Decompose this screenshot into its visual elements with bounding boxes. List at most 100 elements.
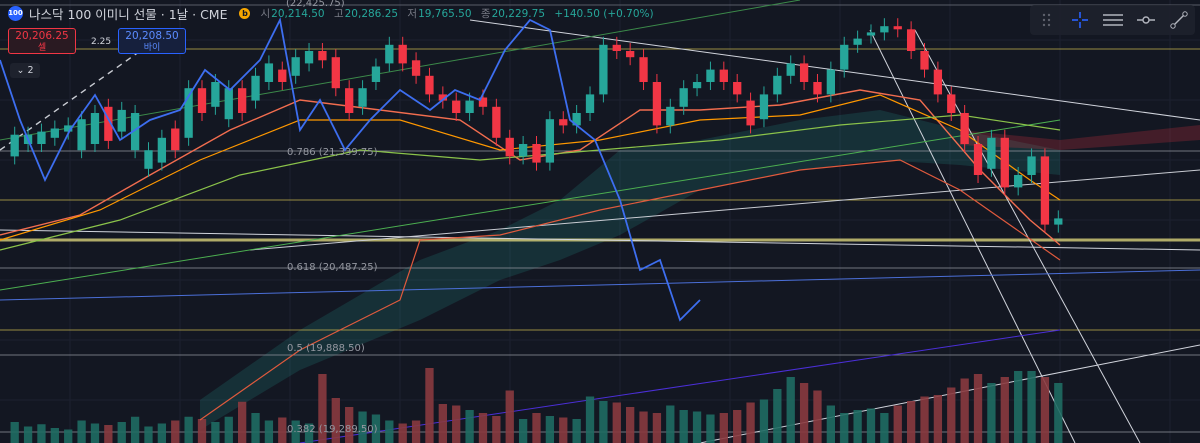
- trendline-green: [0, 119, 1061, 291]
- candle-body: [1054, 218, 1063, 225]
- volume-bar: [733, 410, 742, 443]
- candle-body: [171, 128, 180, 151]
- candle-body: [505, 137, 514, 157]
- candle-body: [786, 63, 795, 76]
- volume-bar: [331, 398, 340, 443]
- volume-bar: [184, 416, 193, 443]
- volume-bar: [692, 411, 702, 443]
- volume-bar: [505, 390, 514, 443]
- candle-body: [773, 75, 782, 95]
- volume-bar: [278, 417, 287, 443]
- volume-bar: [144, 426, 153, 443]
- candle-body: [880, 26, 889, 33]
- candle-body: [425, 75, 434, 95]
- candle-body: [572, 113, 581, 126]
- buy-label: 바이: [143, 43, 161, 53]
- indicators-collapse-button[interactable]: ⌄ 2: [10, 63, 40, 78]
- fib-label-0382: 0.382 (19,289.50): [287, 424, 378, 435]
- buy-button[interactable]: 20,208.50 바이: [118, 28, 186, 54]
- open-value: 20,214.50: [271, 7, 325, 20]
- high-value: 20,286.25: [344, 7, 399, 20]
- volume-bar: [64, 429, 73, 443]
- candle-body: [385, 44, 394, 64]
- candle-body: [104, 106, 113, 141]
- high-key: 고: [333, 7, 344, 20]
- volume-bar: [425, 368, 434, 443]
- candle-body: [478, 97, 488, 107]
- volume-bar: [960, 378, 969, 443]
- volume-bar: [559, 417, 568, 443]
- volume-bar: [411, 420, 421, 443]
- volume-bar: [171, 420, 180, 443]
- sell-button[interactable]: 20,206.25 셀: [8, 28, 76, 54]
- candle-body: [866, 32, 876, 36]
- open-key: 시: [260, 7, 271, 20]
- close-value: 20,229.75: [491, 7, 546, 20]
- volume-bar: [1000, 377, 1009, 443]
- trendline-icon[interactable]: [1168, 9, 1190, 31]
- candle-body: [759, 94, 769, 120]
- volume-bar: [452, 405, 461, 443]
- volume-bar: [893, 405, 902, 443]
- volume-bar: [773, 389, 782, 443]
- volume-bar: [746, 402, 755, 443]
- volume-bar: [853, 410, 862, 443]
- b-marker-icon[interactable]: b: [239, 7, 251, 19]
- candle-body: [853, 38, 862, 45]
- ma-line-orange: [0, 89, 1061, 246]
- candle-body: [960, 113, 969, 144]
- candle-body: [559, 119, 568, 126]
- candle-body: [813, 82, 822, 95]
- volume-bar: [947, 387, 956, 443]
- candle-body: [973, 144, 983, 175]
- sell-price: 20,206.25: [15, 30, 69, 42]
- symbol-header[interactable]: 100 나스닥 100 이미니 선물 · 1날 · CME b 시20,214.…: [8, 4, 660, 22]
- candle-body: [679, 88, 688, 107]
- fib-label-top: (22,425.75): [286, 0, 345, 9]
- drag-handle-icon[interactable]: [1036, 9, 1058, 31]
- volume-bar: [304, 423, 314, 443]
- candle-body: [599, 44, 608, 95]
- symbol-title[interactable]: 나스닥 100 이미니 선물 · 1날 · CME: [29, 6, 228, 22]
- volume-bar: [117, 422, 126, 443]
- change-value: +140.50 (+0.70%): [554, 7, 654, 20]
- oscillator-line-blue: [0, 17, 701, 322]
- volume-bar: [50, 428, 59, 443]
- candle-body: [278, 69, 287, 82]
- crosshair-icon[interactable]: [1069, 9, 1091, 31]
- candle-body: [184, 88, 193, 138]
- volume-bar: [385, 420, 394, 443]
- candle-body: [237, 88, 247, 113]
- candle-body: [987, 137, 996, 169]
- volume-bar: [478, 413, 488, 443]
- volume-bar: [345, 407, 354, 443]
- candle-body: [585, 94, 595, 113]
- cloud-area-red: [960, 125, 1200, 150]
- candle-body: [746, 100, 755, 126]
- volume-bar: [1040, 377, 1050, 443]
- volume-bar: [987, 383, 996, 443]
- candle-body: [626, 51, 635, 58]
- volume-bar: [77, 420, 86, 443]
- candle-body: [1040, 156, 1050, 225]
- sell-label: 셀: [37, 43, 47, 53]
- candle-body: [1014, 175, 1023, 188]
- volume-bar: [906, 401, 916, 443]
- ma-line-red-lower: [199, 159, 1061, 421]
- volume-bar: [719, 413, 728, 443]
- drawing-toolbar: [1030, 5, 1195, 35]
- node-icon[interactable]: [1135, 9, 1157, 31]
- volume-bar: [786, 377, 795, 443]
- candle-body: [251, 75, 260, 101]
- cloud-area-green: [200, 110, 1060, 430]
- lines-icon[interactable]: [1102, 9, 1124, 31]
- volume-bar: [130, 416, 140, 443]
- candle-body: [398, 44, 407, 64]
- volume-bar: [652, 413, 662, 443]
- volume-bar: [358, 411, 367, 443]
- volume-bar: [933, 395, 943, 443]
- volume-bar: [706, 414, 715, 443]
- ichimoku-cloud: [200, 110, 1200, 430]
- candle-body: [291, 57, 300, 76]
